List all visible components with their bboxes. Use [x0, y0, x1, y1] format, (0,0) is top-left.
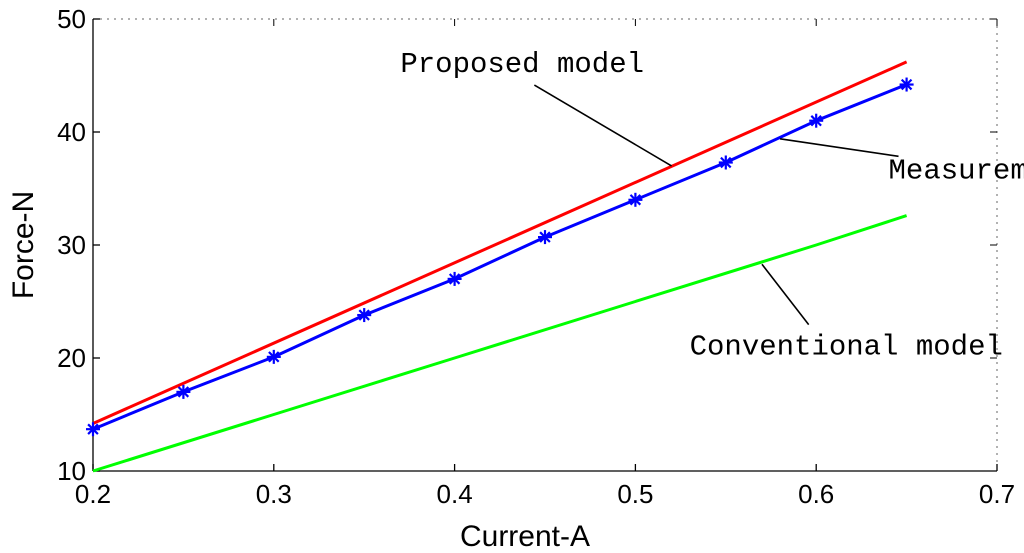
x-tick-label: 0.4 — [437, 479, 473, 509]
y-tick-label: 10 — [57, 456, 86, 486]
data-point-measurement — [357, 308, 372, 323]
data-point-measurement — [718, 155, 733, 170]
y-tick-label: 20 — [57, 343, 86, 373]
annotation-conventional: Conventional model — [690, 331, 1003, 364]
leader-line-proposed — [533, 84, 672, 167]
y-axis-title: Force-N — [7, 191, 40, 299]
x-tick-label: 0.5 — [617, 479, 653, 509]
series-layer — [86, 60, 914, 473]
y-tick-label: 50 — [57, 4, 86, 34]
axes: 0.2 0.3 0.4 0.5 0.6 0.7 10 20 30 40 50 — [57, 4, 1015, 509]
series-line-measurement — [92, 83, 908, 431]
data-point-measurement — [628, 192, 643, 207]
data-point-measurement — [176, 384, 191, 399]
x-tick-label: 0.7 — [979, 479, 1015, 509]
annotation-measurement: Measurement — [889, 154, 1024, 187]
data-point-measurement — [809, 113, 824, 128]
data-point-measurement — [266, 349, 281, 364]
data-point-measurement — [899, 77, 914, 92]
data-point-measurement — [538, 230, 552, 245]
y-tick-label: 40 — [57, 117, 86, 147]
data-point-measurement — [447, 271, 462, 286]
annotation-layer: Proposed model Measurement Conventional mo… — [400, 48, 1024, 364]
x-tick-label: 0.6 — [798, 479, 834, 509]
series-line-conventional — [92, 214, 908, 473]
leader-line-measurement — [779, 137, 899, 158]
series-line-proposed — [92, 60, 908, 425]
y-tick-label: 30 — [57, 230, 86, 260]
x-axis-title: Current-A — [460, 520, 590, 553]
data-point-measurement — [86, 422, 100, 437]
annotation-proposed: Proposed model — [400, 48, 644, 81]
x-tick-label: 0.3 — [256, 479, 292, 509]
leader-line-conventional — [761, 263, 810, 326]
x-tick-label: 0.2 — [75, 479, 111, 509]
